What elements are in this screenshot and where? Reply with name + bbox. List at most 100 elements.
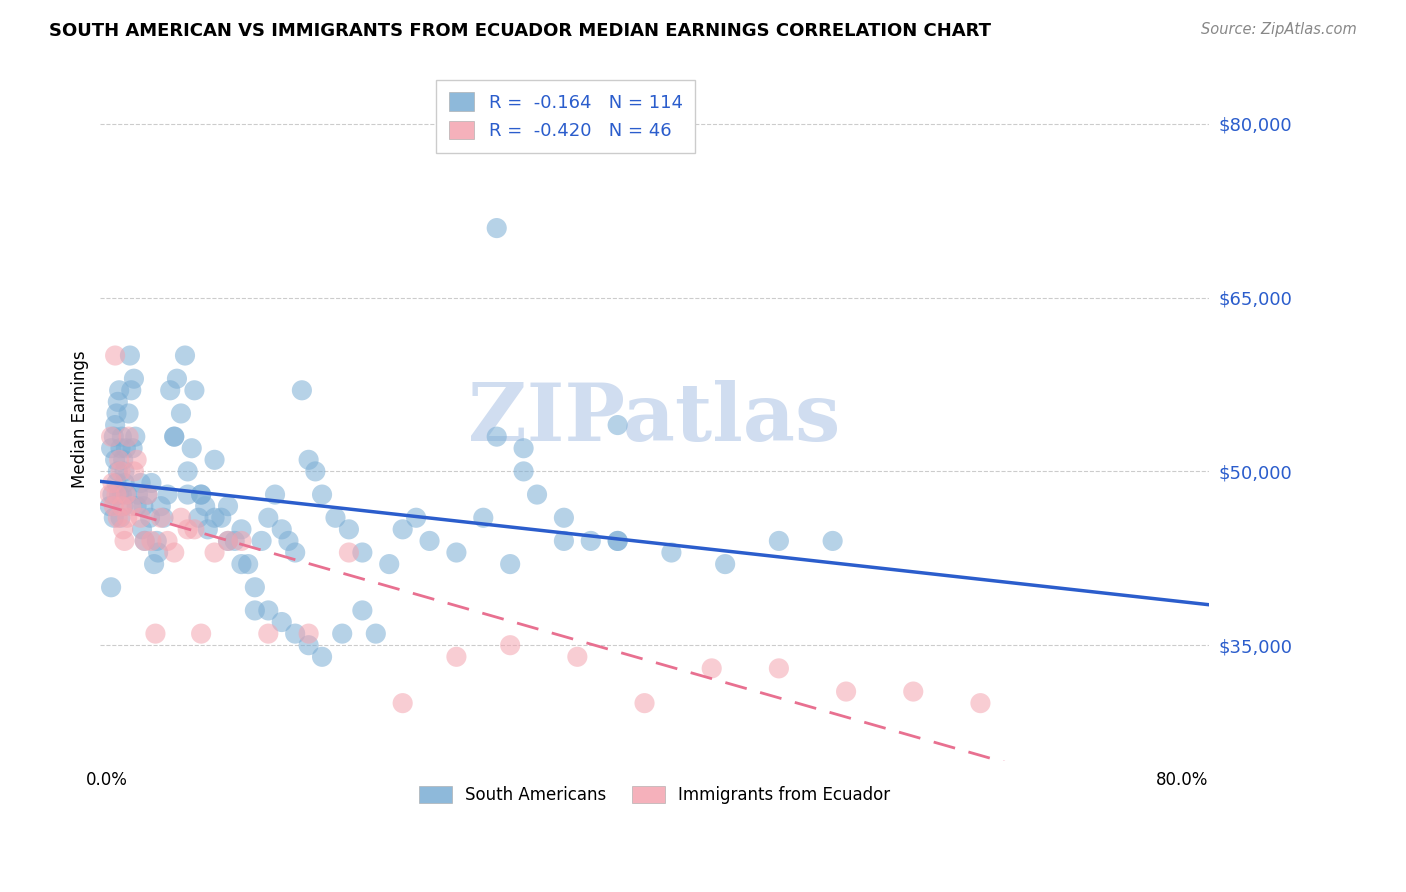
Point	[104, 349, 127, 363]
Point	[337, 522, 360, 536]
Point	[110, 441, 132, 455]
Point	[112, 522, 135, 536]
Point	[170, 407, 193, 421]
Point	[170, 510, 193, 524]
Point	[579, 533, 602, 548]
Point	[419, 533, 441, 548]
Point	[115, 487, 138, 501]
Point	[969, 696, 991, 710]
Point	[105, 487, 128, 501]
Point	[108, 487, 131, 501]
Point	[141, 533, 163, 548]
Point	[115, 487, 138, 501]
Point	[100, 580, 122, 594]
Point	[606, 533, 628, 548]
Point	[103, 430, 125, 444]
Point	[264, 487, 287, 501]
Point	[104, 452, 127, 467]
Point	[100, 441, 122, 455]
Legend: South Americans, Immigrants from Ecuador: South Americans, Immigrants from Ecuador	[409, 776, 900, 814]
Point	[111, 487, 134, 501]
Point	[100, 430, 122, 444]
Point	[107, 510, 129, 524]
Point	[270, 522, 292, 536]
Point	[231, 557, 253, 571]
Point	[284, 626, 307, 640]
Point	[134, 533, 156, 548]
Point	[291, 384, 314, 398]
Point	[526, 487, 548, 501]
Point	[903, 684, 925, 698]
Point	[446, 545, 468, 559]
Point	[163, 430, 186, 444]
Point	[472, 510, 495, 524]
Point	[311, 649, 333, 664]
Point	[391, 696, 413, 710]
Point	[174, 349, 197, 363]
Point	[114, 475, 136, 490]
Point	[145, 626, 167, 640]
Point	[115, 510, 138, 524]
Point	[110, 464, 132, 478]
Point	[209, 510, 232, 524]
Text: ZIPatlas: ZIPatlas	[468, 380, 841, 458]
Point	[98, 499, 121, 513]
Point	[117, 430, 139, 444]
Point	[146, 545, 169, 559]
Text: Source: ZipAtlas.com: Source: ZipAtlas.com	[1201, 22, 1357, 37]
Point	[217, 533, 239, 548]
Point	[114, 533, 136, 548]
Point	[125, 499, 148, 513]
Point	[231, 522, 253, 536]
Point	[304, 464, 326, 478]
Point	[567, 649, 589, 664]
Point	[768, 533, 790, 548]
Point	[499, 638, 522, 652]
Point	[236, 557, 259, 571]
Point	[146, 533, 169, 548]
Point	[176, 464, 198, 478]
Point	[224, 533, 246, 548]
Point	[111, 499, 134, 513]
Point	[112, 452, 135, 467]
Point	[284, 545, 307, 559]
Point	[352, 603, 374, 617]
Point	[512, 441, 534, 455]
Point	[152, 510, 174, 524]
Point	[297, 452, 319, 467]
Point	[122, 372, 145, 386]
Point	[159, 384, 181, 398]
Point	[134, 533, 156, 548]
Point	[405, 510, 427, 524]
Point	[257, 626, 280, 640]
Point	[661, 545, 683, 559]
Point	[103, 499, 125, 513]
Point	[231, 533, 253, 548]
Point	[270, 615, 292, 629]
Point	[352, 545, 374, 559]
Point	[250, 533, 273, 548]
Point	[125, 452, 148, 467]
Point	[107, 464, 129, 478]
Point	[104, 418, 127, 433]
Point	[108, 452, 131, 467]
Point	[194, 499, 217, 513]
Point	[485, 221, 508, 235]
Point	[243, 603, 266, 617]
Point	[105, 407, 128, 421]
Point	[120, 384, 142, 398]
Point	[446, 649, 468, 664]
Point	[217, 533, 239, 548]
Point	[197, 522, 219, 536]
Point	[311, 487, 333, 501]
Point	[183, 522, 205, 536]
Point	[166, 372, 188, 386]
Text: SOUTH AMERICAN VS IMMIGRANTS FROM ECUADOR MEDIAN EARNINGS CORRELATION CHART: SOUTH AMERICAN VS IMMIGRANTS FROM ECUADO…	[49, 22, 991, 40]
Point	[103, 510, 125, 524]
Point	[176, 487, 198, 501]
Point	[606, 533, 628, 548]
Point	[105, 475, 128, 490]
Point	[183, 384, 205, 398]
Point	[499, 557, 522, 571]
Point	[136, 487, 159, 501]
